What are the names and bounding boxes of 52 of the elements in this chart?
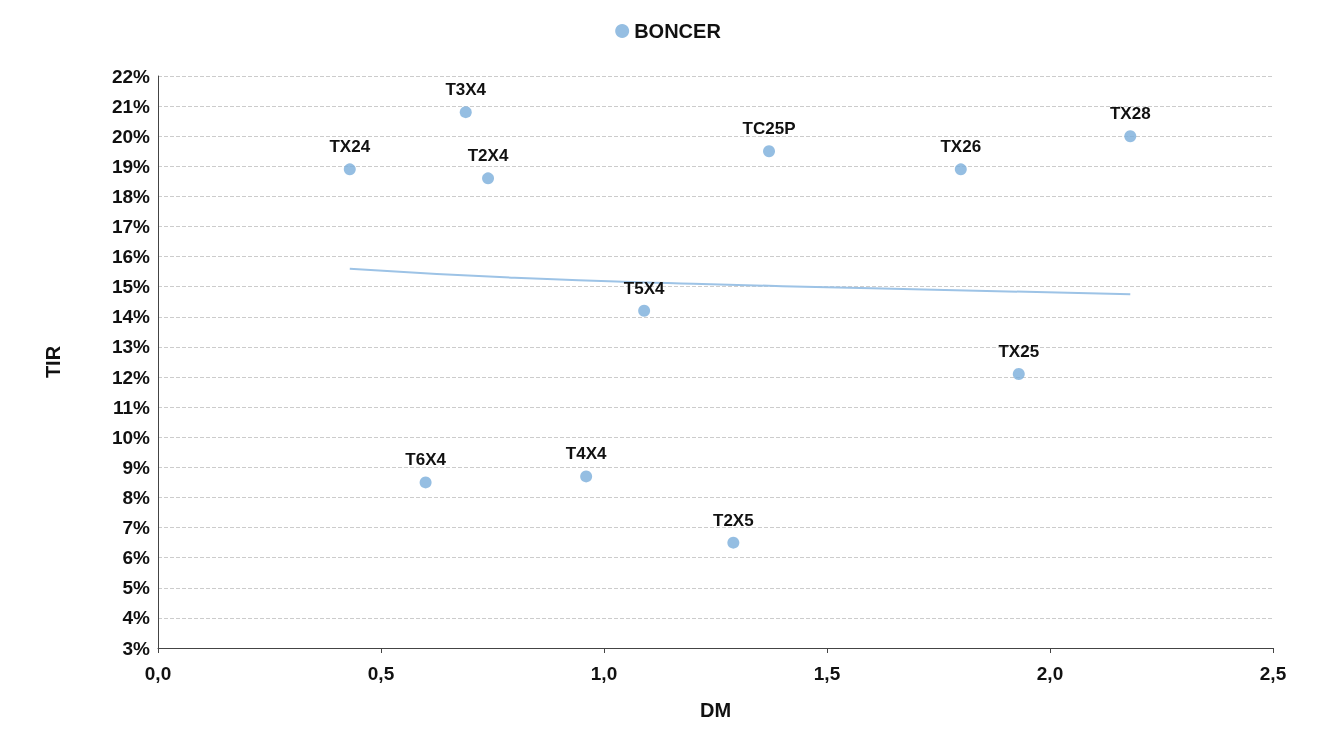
point: [419, 476, 432, 489]
annotation: TC25P: [742, 119, 796, 139]
y-tick-label: 10%: [111, 426, 151, 448]
y-tick-label: 8%: [122, 486, 151, 508]
x-tick-label: 1,5: [813, 663, 841, 684]
x-axis-title: DM: [699, 699, 732, 721]
annotation: T4X4: [565, 444, 608, 464]
y-tick-label: 18%: [111, 185, 151, 207]
point: [482, 172, 495, 185]
annotation: TX24: [329, 137, 371, 157]
line-series: [348, 267, 1132, 296]
point: [459, 106, 472, 119]
y-tick-label: 11%: [113, 396, 151, 418]
annotation: TX25: [998, 342, 1040, 362]
y-tick-label: 21%: [111, 95, 151, 117]
point: [954, 163, 967, 176]
point: [763, 145, 776, 158]
point: [1012, 368, 1025, 381]
legend-label: BONCER: [634, 20, 722, 42]
y-tick-label: 20%: [111, 125, 151, 147]
y-tick-label: 12%: [111, 366, 151, 388]
point: [727, 536, 740, 549]
y-axis-title: TIR: [42, 345, 64, 379]
x-tick-label: 0,0: [144, 663, 172, 684]
annotation: TX28: [1109, 104, 1151, 124]
y-tick-label: 15%: [111, 276, 151, 298]
annotation: T2X5: [713, 510, 754, 530]
y-tick-label: 19%: [111, 155, 151, 177]
point: [1124, 130, 1137, 143]
x-tick-label: 1,0: [590, 663, 618, 684]
y-tick-label: 6%: [122, 547, 151, 569]
x-tick-label: 0,5: [367, 663, 395, 684]
y-tick-label: 14%: [111, 306, 151, 328]
y-tick-label: 9%: [122, 456, 151, 478]
annotation: TX26: [940, 137, 982, 157]
y-tick-label: 5%: [122, 577, 151, 599]
annotation: T6X4: [405, 450, 447, 470]
y-tick-label: 13%: [111, 336, 151, 358]
point: [580, 470, 593, 483]
annotation: T2X4: [467, 146, 509, 166]
y-tick-label: 7%: [122, 517, 151, 539]
y-tick-label: 16%: [111, 246, 151, 268]
point: [638, 304, 651, 317]
y-tick-label: 4%: [122, 607, 151, 629]
y-tick-label: 22%: [111, 65, 151, 87]
annotation: T3X4: [445, 80, 487, 100]
point: [343, 163, 356, 176]
y-tick-label: 17%: [111, 216, 151, 238]
x-tick-label: 2,5: [1259, 663, 1287, 684]
x-tick-label: 2,0: [1036, 663, 1064, 684]
annotation: T5X4: [623, 278, 665, 298]
y-tick-label: 3%: [122, 637, 151, 659]
